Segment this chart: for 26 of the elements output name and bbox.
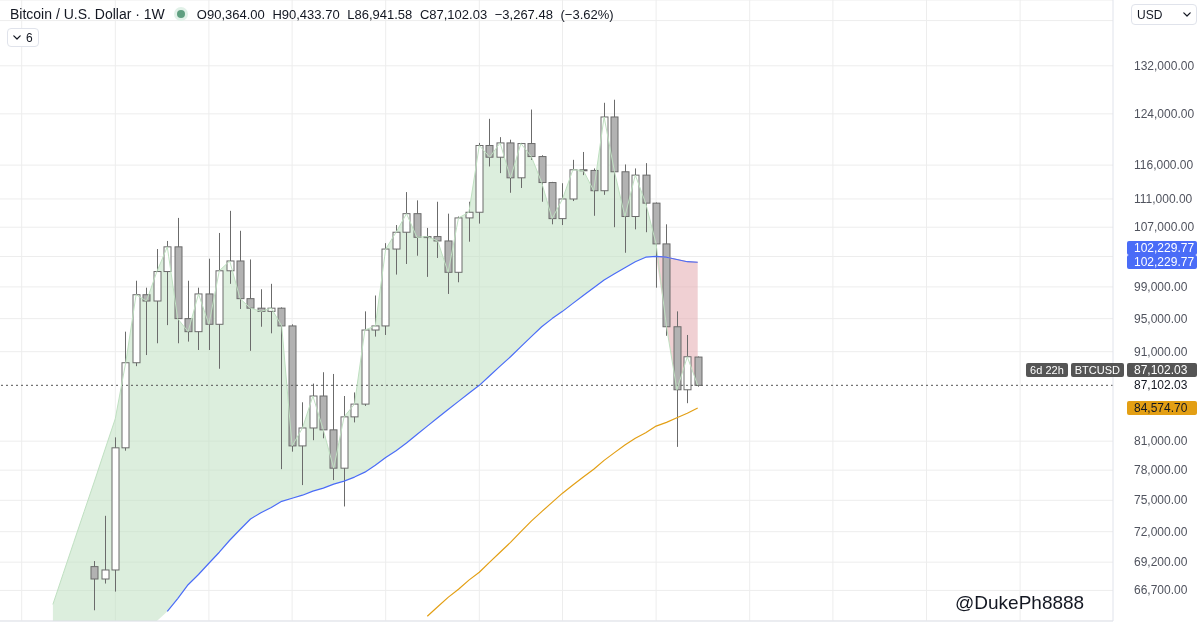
text: 102,229.77 bbox=[1127, 255, 1197, 270]
y-tick-label: 69,200.00 bbox=[1134, 555, 1188, 570]
text: 6d 22h bbox=[1026, 363, 1068, 378]
y-tick-label: 111,000.00 bbox=[1134, 191, 1193, 206]
ref-line-label: 87,102.03 bbox=[1134, 378, 1188, 393]
y-tick-label: 124,000.00 bbox=[1134, 106, 1195, 121]
y-tick-label: 81,000.00 bbox=[1134, 434, 1188, 449]
chart-title: Bitcoin / U.S. Dollar · 1W bbox=[10, 6, 165, 22]
text: 102,229.77 bbox=[1127, 241, 1197, 256]
y-tick-label: 99,000.00 bbox=[1134, 279, 1188, 294]
y-tick-label: 116,000.00 bbox=[1134, 158, 1194, 173]
currency-dropdown: USD bbox=[1131, 4, 1197, 25]
text: 87,102.03 bbox=[1127, 363, 1197, 378]
y-tick-label: 95,000.00 bbox=[1134, 311, 1188, 326]
y-tick-label: 78,000.00 bbox=[1134, 463, 1188, 478]
text: BTCUSD bbox=[1070, 363, 1124, 378]
y-tick-label: 66,700.00 bbox=[1134, 583, 1188, 598]
text: 84,574.70 bbox=[1127, 400, 1197, 415]
y-tick-label: 132,000.00 bbox=[1134, 58, 1195, 73]
y-tick-label: 91,000.00 bbox=[1134, 344, 1188, 359]
y-tick-label: 72,000.00 bbox=[1134, 524, 1188, 539]
y-tick-label: 75,000.00 bbox=[1134, 493, 1188, 508]
collapse-button: 6 bbox=[7, 28, 39, 47]
text: @DukePh8888 bbox=[955, 591, 1085, 615]
y-tick-label: 107,000.00 bbox=[1134, 220, 1195, 235]
annotation: O90,364.00 H90,433.70 L86,941.58 C87,102.03 −3,267.48 (−3.62%) bbox=[196, 6, 614, 22]
